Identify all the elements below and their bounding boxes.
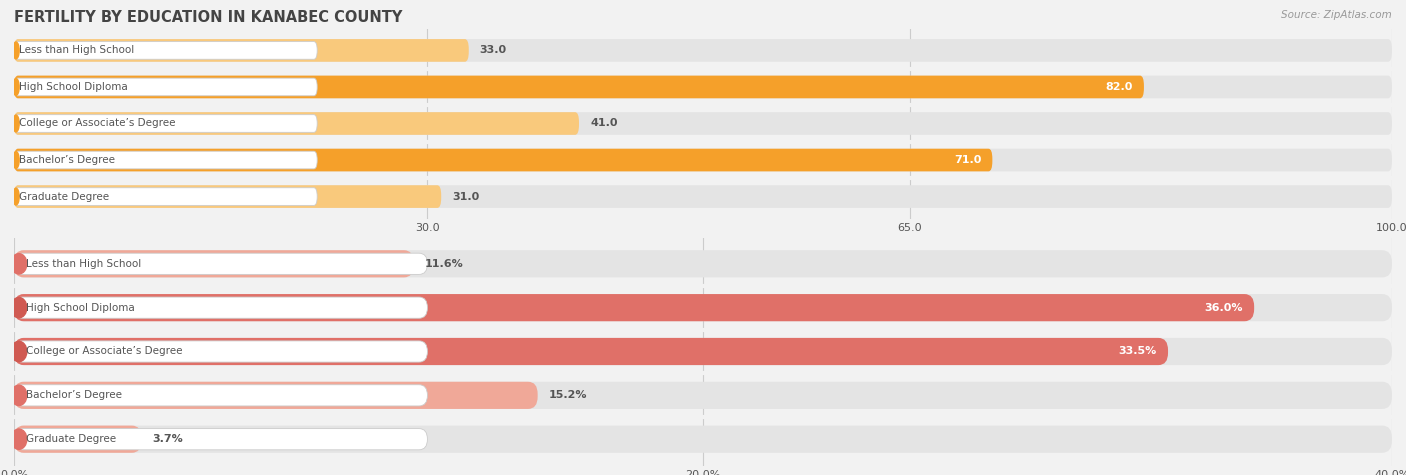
Text: Bachelor’s Degree: Bachelor’s Degree [18, 155, 115, 165]
FancyBboxPatch shape [14, 297, 427, 318]
Text: 36.0%: 36.0% [1205, 303, 1243, 313]
FancyBboxPatch shape [14, 341, 427, 362]
FancyBboxPatch shape [14, 385, 427, 406]
Text: Graduate Degree: Graduate Degree [25, 434, 115, 444]
Circle shape [13, 188, 20, 205]
Text: 11.6%: 11.6% [425, 259, 464, 269]
FancyBboxPatch shape [14, 250, 413, 277]
FancyBboxPatch shape [14, 294, 1254, 321]
Text: High School Diploma: High School Diploma [25, 303, 135, 313]
FancyBboxPatch shape [14, 253, 427, 275]
FancyBboxPatch shape [14, 338, 1392, 365]
Text: College or Associate’s Degree: College or Associate’s Degree [25, 346, 183, 357]
Circle shape [11, 342, 27, 361]
FancyBboxPatch shape [14, 185, 1392, 208]
Text: 33.0: 33.0 [479, 46, 508, 56]
Circle shape [11, 429, 27, 449]
Text: 31.0: 31.0 [453, 191, 479, 201]
Text: Graduate Degree: Graduate Degree [18, 191, 108, 201]
FancyBboxPatch shape [14, 188, 318, 205]
Circle shape [13, 115, 20, 132]
Text: 41.0: 41.0 [591, 118, 617, 129]
FancyBboxPatch shape [14, 382, 537, 409]
FancyBboxPatch shape [14, 151, 318, 169]
FancyBboxPatch shape [14, 250, 1392, 277]
FancyBboxPatch shape [14, 114, 318, 133]
FancyBboxPatch shape [14, 112, 1392, 135]
Circle shape [13, 78, 20, 95]
FancyBboxPatch shape [14, 426, 142, 453]
FancyBboxPatch shape [14, 76, 1144, 98]
Circle shape [13, 152, 20, 169]
Text: 71.0: 71.0 [953, 155, 981, 165]
FancyBboxPatch shape [14, 149, 993, 171]
FancyBboxPatch shape [14, 39, 1392, 62]
FancyBboxPatch shape [14, 185, 441, 208]
FancyBboxPatch shape [14, 294, 1392, 321]
FancyBboxPatch shape [14, 39, 468, 62]
Text: Source: ZipAtlas.com: Source: ZipAtlas.com [1281, 10, 1392, 19]
FancyBboxPatch shape [14, 78, 318, 96]
FancyBboxPatch shape [14, 382, 1392, 409]
FancyBboxPatch shape [14, 426, 1392, 453]
FancyBboxPatch shape [14, 76, 1392, 98]
Text: High School Diploma: High School Diploma [18, 82, 128, 92]
Text: Less than High School: Less than High School [18, 46, 134, 56]
Text: 3.7%: 3.7% [152, 434, 183, 444]
Text: 15.2%: 15.2% [548, 390, 588, 400]
FancyBboxPatch shape [14, 338, 1168, 365]
Circle shape [11, 385, 27, 406]
FancyBboxPatch shape [14, 428, 427, 450]
Text: College or Associate’s Degree: College or Associate’s Degree [18, 118, 176, 129]
Circle shape [11, 297, 27, 318]
Text: Bachelor’s Degree: Bachelor’s Degree [25, 390, 122, 400]
Text: 82.0: 82.0 [1105, 82, 1133, 92]
FancyBboxPatch shape [14, 112, 579, 135]
FancyBboxPatch shape [14, 42, 318, 59]
Text: Less than High School: Less than High School [25, 259, 141, 269]
Circle shape [13, 42, 20, 59]
Text: FERTILITY BY EDUCATION IN KANABEC COUNTY: FERTILITY BY EDUCATION IN KANABEC COUNTY [14, 10, 402, 25]
Circle shape [11, 254, 27, 274]
FancyBboxPatch shape [14, 149, 1392, 171]
Text: 33.5%: 33.5% [1119, 346, 1157, 357]
